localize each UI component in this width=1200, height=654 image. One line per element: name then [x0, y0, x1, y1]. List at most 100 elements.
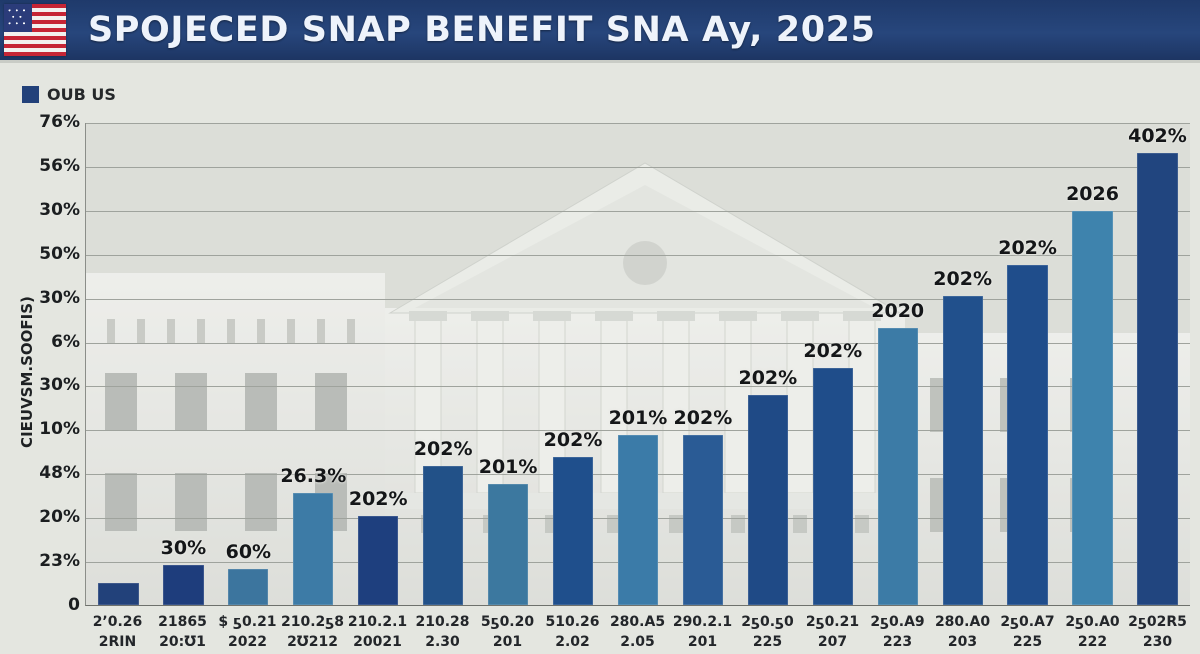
bar-group[interactable]: 201% [606, 123, 671, 605]
us-flag-icon [4, 4, 66, 56]
page-title: SPOJECED SNAP BENEFIT SNA Ay, 2025 [88, 10, 876, 50]
gridline [86, 430, 1190, 432]
bar-value-label: 202% [673, 407, 733, 430]
bar[interactable] [1137, 153, 1178, 605]
bar[interactable] [163, 564, 204, 605]
bar-value-label: 60% [225, 541, 272, 564]
bar-value-label: 202% [413, 438, 473, 461]
bar-series: 30% 60% 26.3% 202% 202% 201% 202% 201% 202% 202% 2… [86, 123, 1190, 605]
x-axis-tick-label: 210.2ƽ8 2Ʊ212 [281, 614, 344, 650]
bar-group[interactable]: 26.3% [280, 123, 347, 605]
x-axis-tick-label: $ ƽ0.21 2022 [218, 614, 277, 650]
bar-value-label: 30% [160, 536, 207, 559]
x-axis-tick-label: 2ƽ0.21 207 [805, 614, 860, 650]
bar-group[interactable]: 202% [346, 123, 411, 605]
x-axis-tick-label: 2ƽ0.ƽ0 225 [741, 614, 794, 650]
bar[interactable] [552, 457, 594, 605]
bar-group[interactable]: 60% [216, 123, 281, 605]
bar-group[interactable]: 202% [541, 123, 606, 605]
bar-value-label: 201% [608, 407, 668, 430]
y-axis-tick-label: 0 [68, 595, 80, 615]
x-axis-tick-label: 280.A0 203 [934, 614, 991, 650]
bar[interactable] [942, 296, 983, 605]
gridline [86, 123, 1190, 124]
gridline [86, 386, 1190, 388]
bar-value-label: 2026 [1066, 183, 1119, 206]
y-axis-tick-label: 23% [39, 551, 80, 572]
bar[interactable] [1072, 211, 1113, 605]
bar[interactable] [747, 394, 788, 605]
bar[interactable] [877, 327, 918, 605]
plot-area: 30% 60% 26.3% 202% 202% 201% 202% 201% 202% 202% 2… [85, 123, 1190, 606]
gridline [86, 298, 1190, 300]
x-axis-tick-label: 5ƽ0.20 201 [480, 614, 535, 650]
bar-group[interactable]: 201% [476, 123, 541, 605]
y-axis-tick-label: 30% [39, 199, 80, 220]
bar-group[interactable]: 202% [411, 123, 476, 605]
bar-group[interactable]: 30% [151, 123, 216, 605]
bar[interactable] [1007, 265, 1048, 605]
x-axis-tick-label: 280.A5 2.05 [609, 614, 666, 650]
legend-item-label: OUB US [47, 85, 116, 104]
bar-value-label: 26.3% [280, 465, 347, 488]
gridline [86, 166, 1190, 168]
bar-value-label: 202% [998, 237, 1057, 260]
bar-value-label: 2020 [871, 299, 925, 322]
bar-group[interactable]: 202% [800, 123, 865, 605]
gridline [86, 254, 1190, 256]
bar-group[interactable]: 2026 [1060, 123, 1125, 605]
bar-value-label: 202% [348, 487, 408, 510]
bar-group[interactable]: 202% [670, 123, 735, 605]
bar-group[interactable] [86, 123, 151, 605]
bar-value-label: 202% [933, 268, 992, 291]
x-axis-tick-label: 2ƽ0.A0 222 [1065, 614, 1120, 650]
y-axis-tick-label: 10% [39, 419, 80, 440]
x-axis-tick-label: 2ʼ0.26 2RIN [92, 614, 143, 650]
bar-group[interactable]: 2020 [865, 123, 930, 605]
x-axis-tick-labels: 2ʼ0.26 2RIN 21865 20:Ʊ1 $ ƽ0.21 2022 210.2ƽ8 2Ʊ… [85, 612, 1190, 654]
gridline [86, 210, 1190, 212]
x-axis-tick-label: 2ƽ02R5 230 [1128, 614, 1187, 650]
x-axis-tick-label: 2ƽ0.A9 223 [870, 614, 925, 650]
x-axis-tick-label: 2ƽ0.A7 225 [1000, 614, 1055, 650]
page-header: SPOJECED SNAP BENEFIT SNA Ay, 2025 [0, 0, 1200, 63]
flag-canton [4, 4, 32, 32]
bar[interactable] [617, 435, 659, 605]
bar[interactable] [423, 466, 464, 605]
bar[interactable] [228, 569, 269, 605]
y-axis-tick-label: 56% [39, 155, 80, 176]
bar[interactable] [487, 484, 529, 605]
y-axis-tick-labels: 76% 56% 30% 50% 30% 6% 30% 10% 48% 20% 23% 0 [0, 112, 80, 615]
x-axis-tick-label: 290.2.1 201 [672, 614, 733, 650]
bar-value-label: 202% [543, 429, 603, 452]
bar[interactable] [682, 435, 724, 605]
gridline [86, 342, 1190, 344]
x-axis-tick-label: 210.28 2.30 [415, 614, 470, 650]
chart-legend: OUB US [22, 85, 116, 104]
bar-group[interactable]: 202% [995, 123, 1060, 605]
x-axis-tick-label: 21865 20:Ʊ1 [158, 614, 207, 650]
bar[interactable] [293, 493, 334, 605]
legend-swatch-icon [22, 86, 39, 103]
bar-value-label: 402% [1128, 125, 1187, 148]
bar-value-label: 201% [478, 456, 538, 479]
bar-group[interactable]: 202% [735, 123, 800, 605]
y-axis-tick-label: 76% [39, 112, 80, 132]
x-axis-tick-label: 210.2.1 20021 [347, 614, 408, 650]
y-axis-tick-label: 20% [39, 507, 80, 528]
y-axis-tick-label: 50% [39, 243, 80, 264]
bar[interactable] [812, 367, 853, 605]
bar[interactable] [358, 515, 399, 605]
y-axis-tick-label: 30% [39, 375, 80, 396]
bar-value-label: 202% [803, 339, 863, 362]
chart-container: OUB US CIEUVSM.SOOFIS) 76% 56% 30% 50% 30% 6%… [0, 63, 1200, 654]
x-axis-tick-label: 510.26 2.02 [545, 614, 600, 650]
bar-group[interactable]: 402% [1125, 123, 1190, 605]
y-axis-tick-label: 30% [39, 287, 80, 308]
bar-group[interactable]: 202% [930, 123, 995, 605]
bar-value-label: 202% [738, 366, 798, 389]
y-axis-tick-label: 6% [51, 331, 80, 352]
bar[interactable] [98, 582, 139, 605]
y-axis-tick-label: 48% [39, 463, 80, 484]
